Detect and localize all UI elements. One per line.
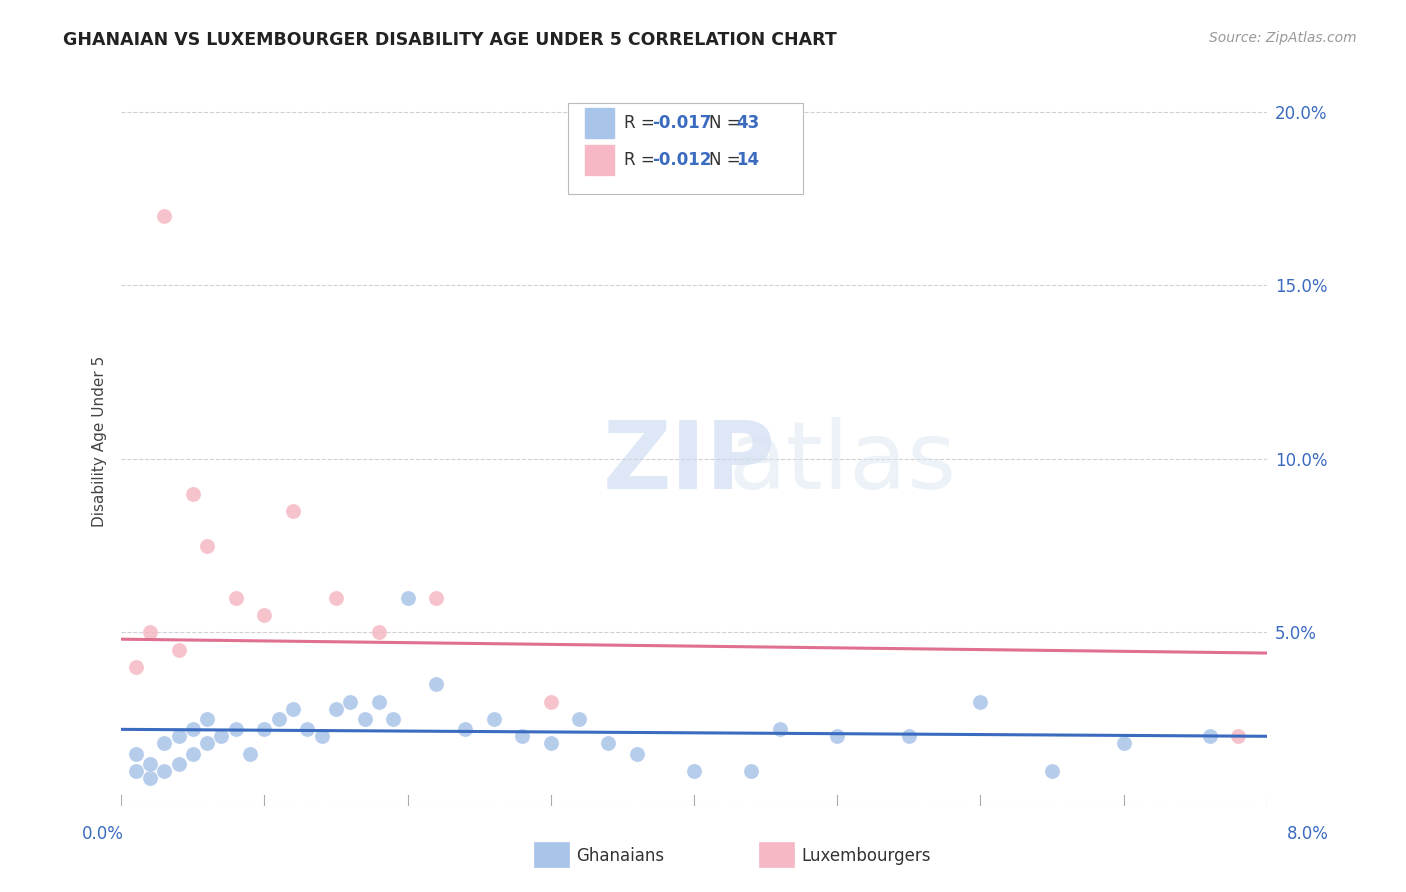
Text: Ghanaians: Ghanaians xyxy=(576,847,665,865)
Text: -0.012: -0.012 xyxy=(651,151,711,169)
Text: 14: 14 xyxy=(737,151,759,169)
Point xyxy=(969,695,991,709)
Text: -0.017: -0.017 xyxy=(651,114,711,132)
Y-axis label: Disability Age Under 5: Disability Age Under 5 xyxy=(93,356,107,527)
Point xyxy=(139,771,162,785)
Point xyxy=(297,723,319,737)
Point xyxy=(181,486,204,500)
Point xyxy=(281,504,304,518)
Point xyxy=(353,712,375,726)
Point xyxy=(382,712,405,726)
Point xyxy=(181,723,204,737)
Point xyxy=(211,729,233,743)
Point xyxy=(598,736,620,750)
Point xyxy=(225,591,247,605)
Point xyxy=(825,729,848,743)
Text: R =: R = xyxy=(624,151,661,169)
Point xyxy=(195,736,218,750)
Point xyxy=(153,764,176,778)
Point xyxy=(253,723,276,737)
Text: ZIP: ZIP xyxy=(602,417,775,509)
Point xyxy=(1227,729,1250,743)
Point xyxy=(368,695,391,709)
Point xyxy=(124,764,146,778)
Point xyxy=(454,723,477,737)
Point xyxy=(281,701,304,715)
Point xyxy=(167,729,190,743)
Bar xyxy=(585,145,614,175)
Point xyxy=(167,757,190,772)
Point xyxy=(396,591,419,605)
Point xyxy=(482,712,505,726)
Point xyxy=(153,209,176,223)
Point xyxy=(181,747,204,761)
Point xyxy=(897,729,920,743)
Point xyxy=(167,642,190,657)
Point xyxy=(311,729,333,743)
Bar xyxy=(585,108,614,138)
Text: R =: R = xyxy=(624,114,661,132)
Text: Source: ZipAtlas.com: Source: ZipAtlas.com xyxy=(1209,31,1357,45)
Point xyxy=(124,660,146,674)
Text: 0.0%: 0.0% xyxy=(82,825,124,843)
Text: N =: N = xyxy=(709,151,745,169)
Point xyxy=(368,625,391,640)
Point xyxy=(1198,729,1220,743)
Point xyxy=(540,736,562,750)
Text: Luxembourgers: Luxembourgers xyxy=(801,847,931,865)
Point xyxy=(568,712,591,726)
Text: N =: N = xyxy=(709,114,745,132)
Point xyxy=(425,677,447,691)
Point xyxy=(195,539,218,553)
Point xyxy=(510,729,533,743)
Point xyxy=(1112,736,1135,750)
Point xyxy=(139,625,162,640)
Point xyxy=(253,607,276,622)
Point xyxy=(339,695,361,709)
FancyBboxPatch shape xyxy=(568,103,803,194)
Point xyxy=(683,764,706,778)
Point xyxy=(540,695,562,709)
Point xyxy=(769,723,792,737)
Point xyxy=(325,591,347,605)
Point xyxy=(425,591,447,605)
Text: 43: 43 xyxy=(737,114,759,132)
Point xyxy=(325,701,347,715)
Point xyxy=(139,757,162,772)
Text: GHANAIAN VS LUXEMBOURGER DISABILITY AGE UNDER 5 CORRELATION CHART: GHANAIAN VS LUXEMBOURGER DISABILITY AGE … xyxy=(63,31,837,49)
Point xyxy=(267,712,290,726)
Point xyxy=(740,764,762,778)
Point xyxy=(195,712,218,726)
Point xyxy=(153,736,176,750)
Point xyxy=(239,747,262,761)
Text: atlas: atlas xyxy=(728,417,956,509)
Point xyxy=(1040,764,1063,778)
Point xyxy=(225,723,247,737)
Point xyxy=(124,747,146,761)
Text: 8.0%: 8.0% xyxy=(1286,825,1329,843)
Point xyxy=(626,747,648,761)
